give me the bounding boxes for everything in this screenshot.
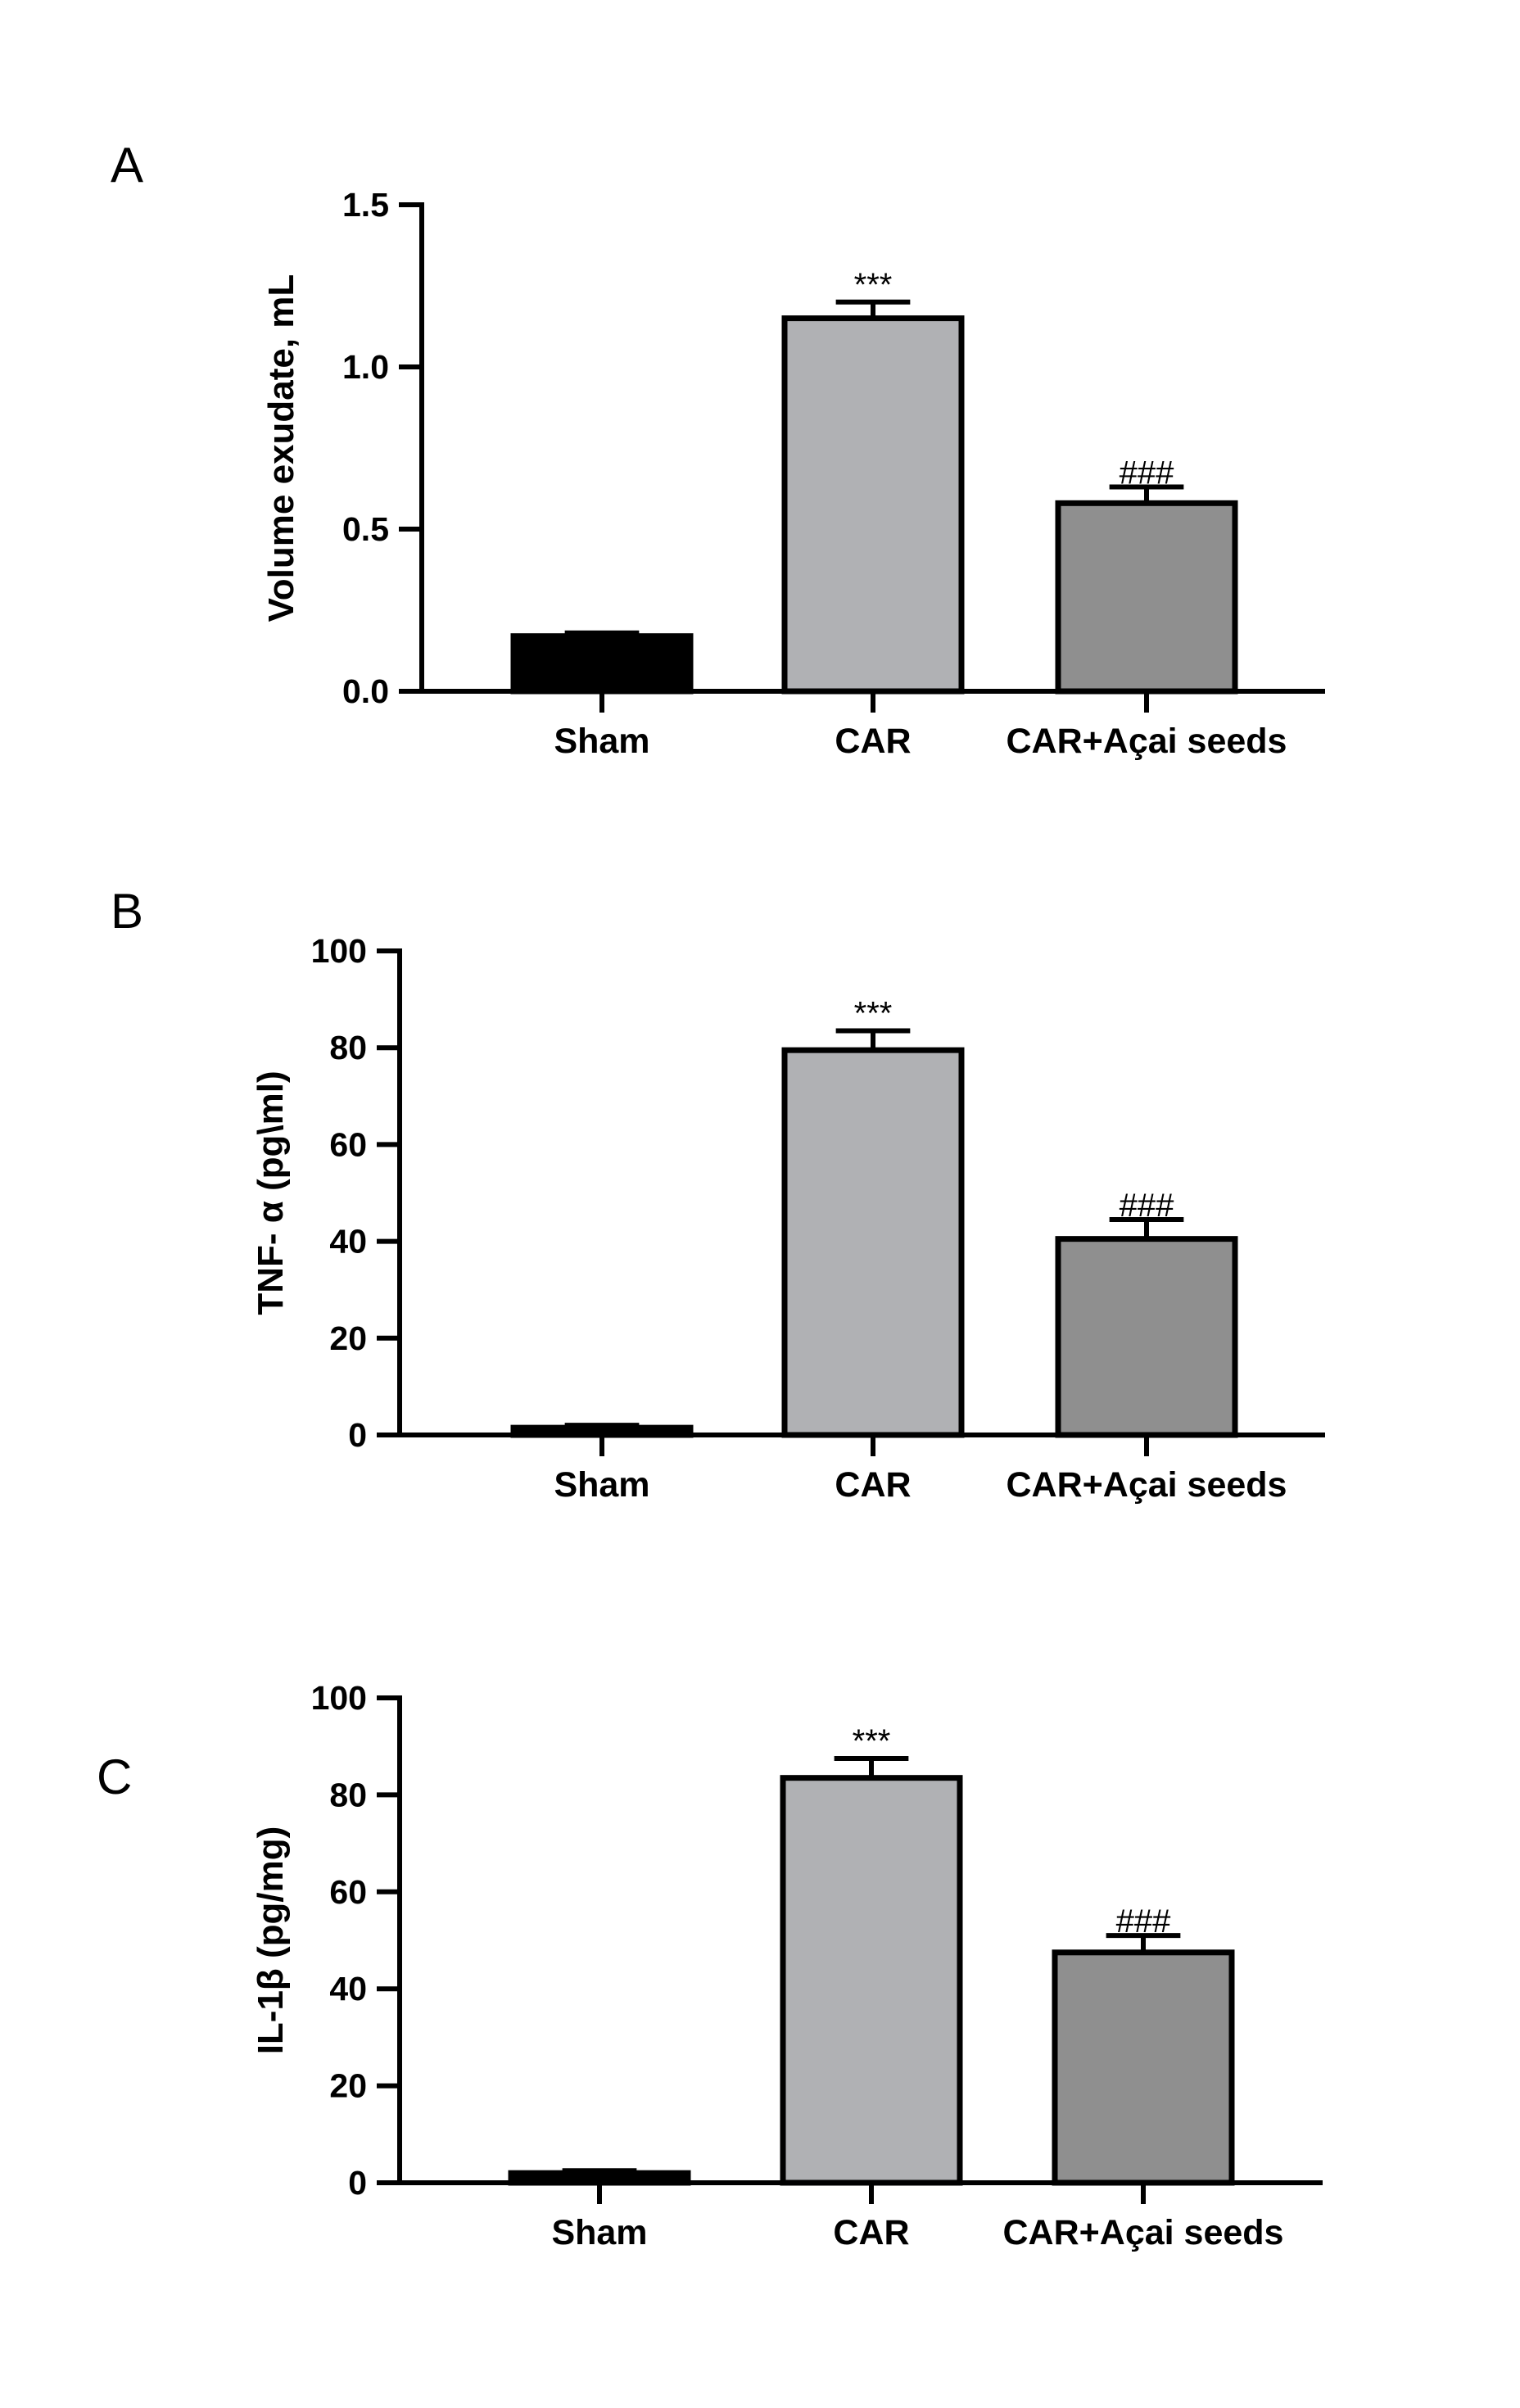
panel-c-y-tick-label: 0	[348, 2164, 367, 2202]
panel-c-category-label: CAR	[833, 2213, 909, 2252]
panel-c-y-tick-label: 100	[311, 1679, 367, 1717]
panel-c-significance: ###	[1116, 1903, 1171, 1940]
panel-a-significance: ***	[854, 267, 893, 303]
panel-b-error-bar	[835, 1028, 911, 1051]
panel-c-y-axis-label: IL-1β (pg/mg)	[251, 1826, 291, 2055]
panel-c-category-label: Sham	[551, 2213, 647, 2252]
panel-c-y-tick-label: 40	[329, 1970, 367, 2007]
panel-a-y-tick-label: 0.5	[342, 510, 389, 548]
panel-c-error-bar	[834, 1756, 909, 1778]
panel-c-y-tick-label: 60	[329, 1873, 367, 1911]
panel-b-y-tick-label: 80	[329, 1029, 367, 1066]
panel-b-significance: ***	[854, 996, 893, 1032]
panel-a-y-axis-label: Volume exudate, mL	[261, 274, 301, 622]
panel-c-y-tick-label: 80	[329, 1776, 367, 1813]
panel-c-category-label: CAR+Açai seeds	[1003, 2213, 1284, 2252]
panel-b-bar	[1055, 1236, 1238, 1438]
panel-a-bar	[781, 315, 965, 695]
panel-c-bar	[780, 1775, 963, 2186]
panel-b-error-bar	[1109, 1217, 1184, 1239]
panel-c-label: C	[97, 1749, 132, 1804]
panel-b-category-label: CAR	[835, 1465, 911, 1505]
panel-b-y-tick-label: 40	[329, 1223, 367, 1261]
panel-a-label: A	[111, 138, 143, 192]
panel-a-y-tick-label: 1.0	[342, 348, 389, 386]
panel-c-bar	[1052, 1949, 1235, 2186]
panel-a-category-label: CAR	[835, 722, 911, 761]
panel-b-y-axis-label: TNF- α (pg\ml)	[251, 1070, 291, 1315]
panel-a-significance: ###	[1120, 455, 1174, 491]
panel-a-y-tick-label: 1.5	[342, 186, 389, 224]
panel-b-significance: ###	[1120, 1188, 1174, 1224]
panel-a-y-tick-label: 0.0	[342, 672, 389, 710]
panel-a-category-label: Sham	[554, 722, 649, 761]
panel-b-category-label: Sham	[554, 1465, 649, 1505]
panel-a-bar	[510, 633, 694, 695]
panel-b-y-tick-label: 0	[348, 1416, 367, 1454]
panel-a-bar	[1055, 500, 1238, 695]
panel-a-category-label: CAR+Açai seeds	[1007, 722, 1287, 761]
panel-c-significance: ***	[853, 1723, 891, 1759]
panel-b-y-tick-label: 20	[329, 1319, 367, 1357]
panel-b-y-tick-label: 60	[329, 1125, 367, 1163]
panel-b-label: B	[111, 884, 143, 939]
panel-b-bar	[781, 1047, 965, 1438]
panel-b-y-tick-label: 100	[311, 932, 367, 970]
panel-c-y-tick-label: 20	[329, 2067, 367, 2105]
panel-b-category-label: CAR+Açai seeds	[1007, 1465, 1287, 1505]
